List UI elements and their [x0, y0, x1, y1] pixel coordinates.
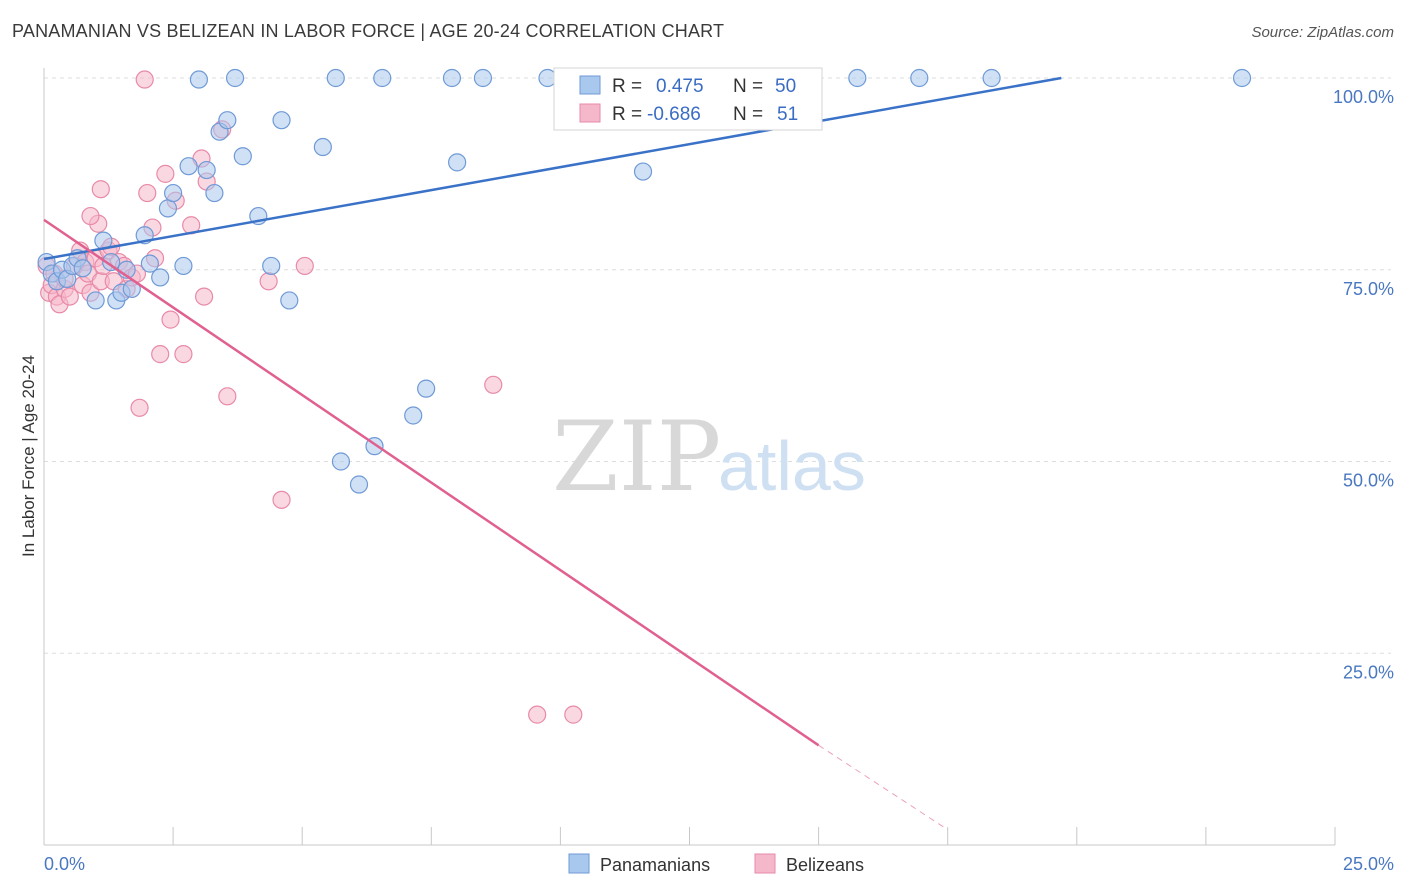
y-tick-label-25: 25.0%	[1343, 662, 1394, 682]
panamanian-point	[633, 162, 653, 181]
legend-r-label-blue: R =	[612, 76, 642, 97]
belizean-point	[81, 206, 100, 226]
bottom-legend-label-pink: Belizeans	[786, 855, 864, 875]
belizean-point	[130, 398, 149, 417]
watermark-zip: ZIP	[552, 401, 721, 513]
panamanian-point	[331, 452, 351, 471]
belizean-point	[135, 70, 154, 89]
panamanian-point	[910, 68, 929, 88]
legend-n-value-blue: 50	[775, 76, 796, 97]
panamanian-point	[151, 268, 170, 287]
panamanian-point	[848, 68, 867, 88]
legend-n-label-blue: N =	[733, 76, 763, 97]
panamanian-point	[197, 160, 216, 180]
belizean-point	[138, 183, 157, 203]
bottom-legend-label-blue: Panamanians	[600, 855, 710, 875]
y-tick-label-75: 75.0%	[1343, 279, 1394, 299]
panamanian-point	[179, 157, 198, 176]
watermark-atlas: atlas	[718, 427, 866, 505]
legend-r-value-pink: -0.686	[647, 104, 701, 125]
belizeans-trend-line	[43, 218, 820, 747]
watermark: ZIP atlas	[552, 401, 866, 513]
panamanian-point	[326, 68, 345, 88]
panamanian-point	[538, 68, 557, 88]
panamanian-point	[373, 68, 392, 88]
chart-title: PANAMANIAN VS BELIZEAN IN LABOR FORCE | …	[12, 21, 725, 41]
belizeans-trend-extension	[818, 744, 948, 831]
panamanian-point	[272, 111, 291, 130]
stats-legend: R = 0.475 N = 50 R = -0.686 N = 51	[553, 67, 823, 131]
panamanian-point	[417, 379, 436, 398]
x-tick-label-min: 0.0%	[44, 854, 85, 874]
panamanian-point	[225, 68, 245, 88]
y-tick-label-50: 50.0%	[1343, 471, 1394, 491]
panamanian-point	[205, 183, 224, 203]
y-axis-label: In Labor Force | Age 20-24	[19, 355, 38, 557]
belizean-point	[259, 272, 278, 291]
panamanian-point	[174, 256, 193, 276]
belizean-point	[295, 256, 314, 276]
y-tick-labels: 25.0% 50.0% 75.0% 100.0%	[1333, 87, 1394, 682]
bottom-legend: Panamanians Belizeans	[568, 853, 864, 875]
legend-r-value-blue: 0.475	[656, 76, 704, 97]
belizean-point	[161, 310, 180, 329]
panamanian-point	[448, 153, 467, 172]
legend-swatch-blue	[579, 75, 601, 95]
bottom-legend-swatch-pink	[754, 853, 776, 874]
belizean-point	[156, 164, 175, 183]
panamanian-point	[86, 291, 105, 310]
legend-n-value-pink: 51	[777, 104, 798, 125]
panamanian-point	[1232, 68, 1252, 88]
panamanian-point	[164, 183, 183, 203]
belizean-point	[174, 345, 193, 364]
belizean-point	[60, 287, 79, 306]
panamanian-point	[158, 199, 178, 218]
belizean-point	[91, 180, 110, 199]
panamanians-trend-line	[43, 76, 1062, 261]
x-tick-label-max: 25.0%	[1343, 854, 1394, 874]
panamanian-point	[140, 254, 159, 273]
legend-r-label-pink: R =	[612, 104, 642, 125]
panamanian-point	[349, 475, 369, 494]
panamanian-point	[102, 252, 121, 272]
legend-swatch-pink	[579, 103, 601, 123]
belizean-point	[151, 345, 170, 364]
x-ticks	[43, 827, 1336, 845]
panamanian-point	[73, 259, 92, 278]
y-tick-label-100: 100.0%	[1333, 87, 1394, 107]
panamanian-point	[473, 68, 493, 88]
panamanian-point	[313, 137, 332, 157]
belizeans-points	[37, 70, 583, 724]
belizean-point	[272, 490, 291, 509]
panamanian-point	[262, 256, 281, 276]
panamanian-point	[218, 111, 237, 130]
belizean-point	[564, 705, 583, 724]
panamanian-point	[404, 406, 423, 425]
panamanian-point	[280, 291, 299, 310]
panamanian-point	[189, 70, 209, 89]
legend-n-label-pink: N =	[733, 104, 763, 125]
belizean-point	[528, 705, 547, 724]
trend-lines	[43, 76, 1062, 831]
bottom-legend-swatch-blue	[568, 853, 590, 874]
panamanian-point	[233, 147, 252, 166]
belizean-point	[194, 287, 214, 306]
panamanian-point	[982, 68, 1001, 88]
panamanian-point	[442, 68, 462, 88]
source-label: Source: ZipAtlas.com	[1251, 24, 1394, 41]
belizean-point	[218, 387, 237, 406]
belizean-point	[484, 375, 503, 394]
